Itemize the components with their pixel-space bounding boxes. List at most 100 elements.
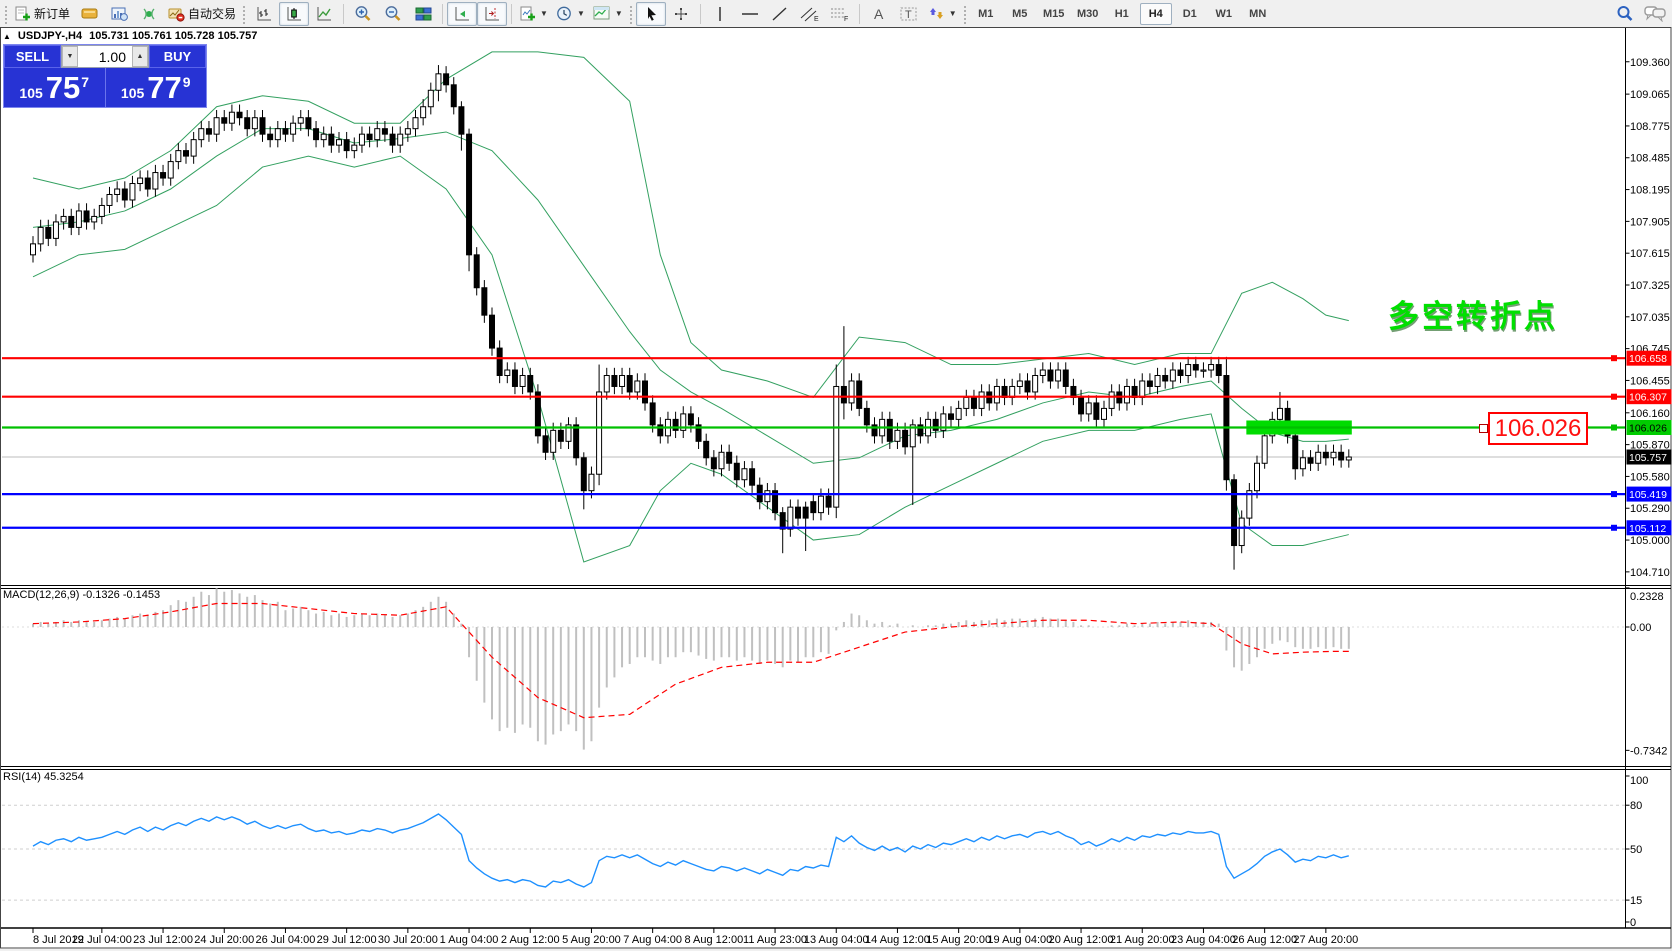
turning-point-annotation[interactable]: 多空转折点 (1388, 299, 1558, 334)
price-level-box[interactable]: 106.026 (1488, 412, 1588, 445)
toolbar-grip[interactable] (961, 3, 967, 24)
fibonacci-icon: F (830, 8, 848, 22)
timeframe-group: M1 M5 M15 M30 H1 H4 D1 W1 MN (970, 2, 1274, 25)
svg-text:19 Aug 04:00: 19 Aug 04:00 (987, 934, 1052, 946)
line-chart-button[interactable] (309, 2, 339, 26)
autotrading-icon (168, 8, 185, 22)
toolbar-grip[interactable] (3, 3, 8, 24)
one-click-trading-panel: SELL ▼ ▲ BUY 105 75 7 105 77 9 (3, 44, 207, 108)
horizontal-line-icon (741, 12, 758, 15)
svg-text:0.2328: 0.2328 (1630, 591, 1664, 603)
chart-shift-icon (485, 6, 499, 20)
svg-text:0: 0 (1630, 917, 1636, 929)
vertical-line-button[interactable] (705, 2, 735, 26)
svg-text:107.035: 107.035 (1630, 312, 1670, 324)
trendline-button[interactable] (765, 2, 795, 26)
chart-shift-button[interactable] (477, 1, 508, 26)
horizontal-line-button[interactable] (735, 2, 765, 26)
sell-button[interactable]: SELL (4, 45, 61, 68)
svg-text:106.160: 106.160 (1630, 408, 1670, 420)
buy-button[interactable]: BUY (149, 45, 206, 68)
svg-text:106.307: 106.307 (1629, 392, 1667, 404)
svg-text:8 Aug 12:00: 8 Aug 12:00 (684, 934, 743, 946)
signals-button[interactable] (134, 2, 164, 26)
volume-spinner: ▼ ▲ (61, 45, 149, 68)
tab-timeframe-M1[interactable]: M1 (978, 7, 994, 20)
arrows-button[interactable]: ▼ (924, 2, 961, 26)
volume-decrease-button[interactable]: ▼ (62, 46, 78, 67)
zoom-out-button[interactable] (378, 2, 408, 26)
candlestick-icon (287, 6, 301, 20)
arrows-icon (929, 8, 943, 19)
volume-increase-button[interactable]: ▲ (132, 46, 148, 67)
indicators-button[interactable]: ▼ (516, 2, 552, 26)
tab-timeframe-M30[interactable]: M30 (1077, 7, 1099, 20)
text-label-button[interactable]: T (894, 2, 924, 26)
svg-text:27 Aug 20:00: 27 Aug 20:00 (1293, 934, 1358, 946)
chart-window-title: ▲ USDJPY-,H4 105.731 105.761 105.728 105… (3, 30, 257, 42)
search-button[interactable] (1610, 2, 1640, 26)
tab-timeframe-M15[interactable]: M15 (1043, 7, 1065, 20)
tab-timeframe-W1[interactable]: W1 (1215, 7, 1232, 20)
dropdown-arrow-icon: ▼ (948, 9, 957, 18)
sell-price[interactable]: 105 75 7 (4, 68, 106, 107)
svg-text:0.00: 0.00 (1630, 622, 1651, 634)
profiles-button[interactable] (74, 2, 104, 26)
bar-chart-button[interactable] (249, 2, 279, 26)
chat-button[interactable] (1640, 2, 1670, 26)
new-order-icon (15, 6, 30, 20)
svg-text:100: 100 (1630, 775, 1648, 787)
tab-timeframe-H4[interactable]: H4 (1139, 2, 1172, 25)
equidistant-channel-button[interactable]: E (795, 2, 825, 26)
tab-timeframe-H1[interactable]: H1 (1114, 7, 1129, 20)
text-button[interactable]: A (864, 2, 894, 26)
tile-windows-button[interactable] (408, 2, 438, 26)
periods-button[interactable]: ▼ (552, 2, 589, 26)
svg-text:26 Aug 12:00: 26 Aug 12:00 (1232, 934, 1297, 946)
collapse-icon[interactable]: ▲ (3, 31, 11, 41)
svg-text:T: T (905, 9, 912, 21)
svg-text:105.580: 105.580 (1630, 471, 1670, 483)
svg-text:14 Aug 12:00: 14 Aug 12:00 (865, 934, 930, 946)
buy-price[interactable]: 105 77 9 (105, 68, 206, 107)
line-chart-icon (317, 6, 331, 20)
candlestick-button[interactable] (279, 1, 310, 26)
svg-text:23 Jul 12:00: 23 Jul 12:00 (133, 934, 193, 946)
sell-price-handle: 105 (19, 84, 43, 101)
fibonacci-button[interactable]: F (825, 2, 855, 26)
svg-text:24 Jul 20:00: 24 Jul 20:00 (194, 934, 254, 946)
toolbar-grip[interactable] (241, 3, 247, 24)
bar-chart-icon (257, 6, 271, 20)
volume-input[interactable] (78, 46, 132, 67)
new-order-button[interactable]: 新订单 (11, 2, 74, 26)
svg-text:2 Aug 12:00: 2 Aug 12:00 (501, 934, 560, 946)
cursor-button[interactable] (635, 1, 666, 26)
autotrading-button[interactable]: 自动交易 (164, 2, 240, 26)
search-icon (1617, 6, 1633, 21)
auto-scroll-button[interactable] (447, 1, 478, 26)
svg-text:7 Aug 04:00: 7 Aug 04:00 (623, 934, 682, 946)
tab-timeframe-MN[interactable]: MN (1249, 7, 1267, 20)
zoom-in-button[interactable] (348, 2, 378, 26)
svg-text:30 Jul 20:00: 30 Jul 20:00 (378, 934, 438, 946)
svg-text:50: 50 (1630, 844, 1642, 856)
clock-icon (557, 6, 571, 21)
green-line-handle[interactable] (1479, 424, 1488, 433)
ohlc-values: 105.731 105.761 105.728 105.757 (89, 30, 258, 42)
templates-button[interactable]: ▼ (589, 2, 627, 26)
svg-text:29 Jul 12:00: 29 Jul 12:00 (317, 934, 377, 946)
svg-text:105.757: 105.757 (1629, 452, 1667, 464)
tab-timeframe-M5[interactable]: M5 (1012, 7, 1028, 20)
svg-text:A: A (874, 6, 884, 21)
toolbar-grip[interactable] (627, 3, 633, 24)
trendline-icon (772, 6, 787, 21)
svg-text:106.658: 106.658 (1629, 353, 1667, 365)
svg-text:107.905: 107.905 (1630, 216, 1670, 228)
buy-price-pips: 77 (147, 69, 182, 105)
svg-text:11 Aug 23:00: 11 Aug 23:00 (743, 934, 807, 946)
tab-timeframe-D1[interactable]: D1 (1182, 7, 1197, 20)
svg-text:109.065: 109.065 (1630, 89, 1670, 101)
crosshair-button[interactable] (666, 2, 696, 26)
charts-button[interactable] (104, 2, 134, 26)
